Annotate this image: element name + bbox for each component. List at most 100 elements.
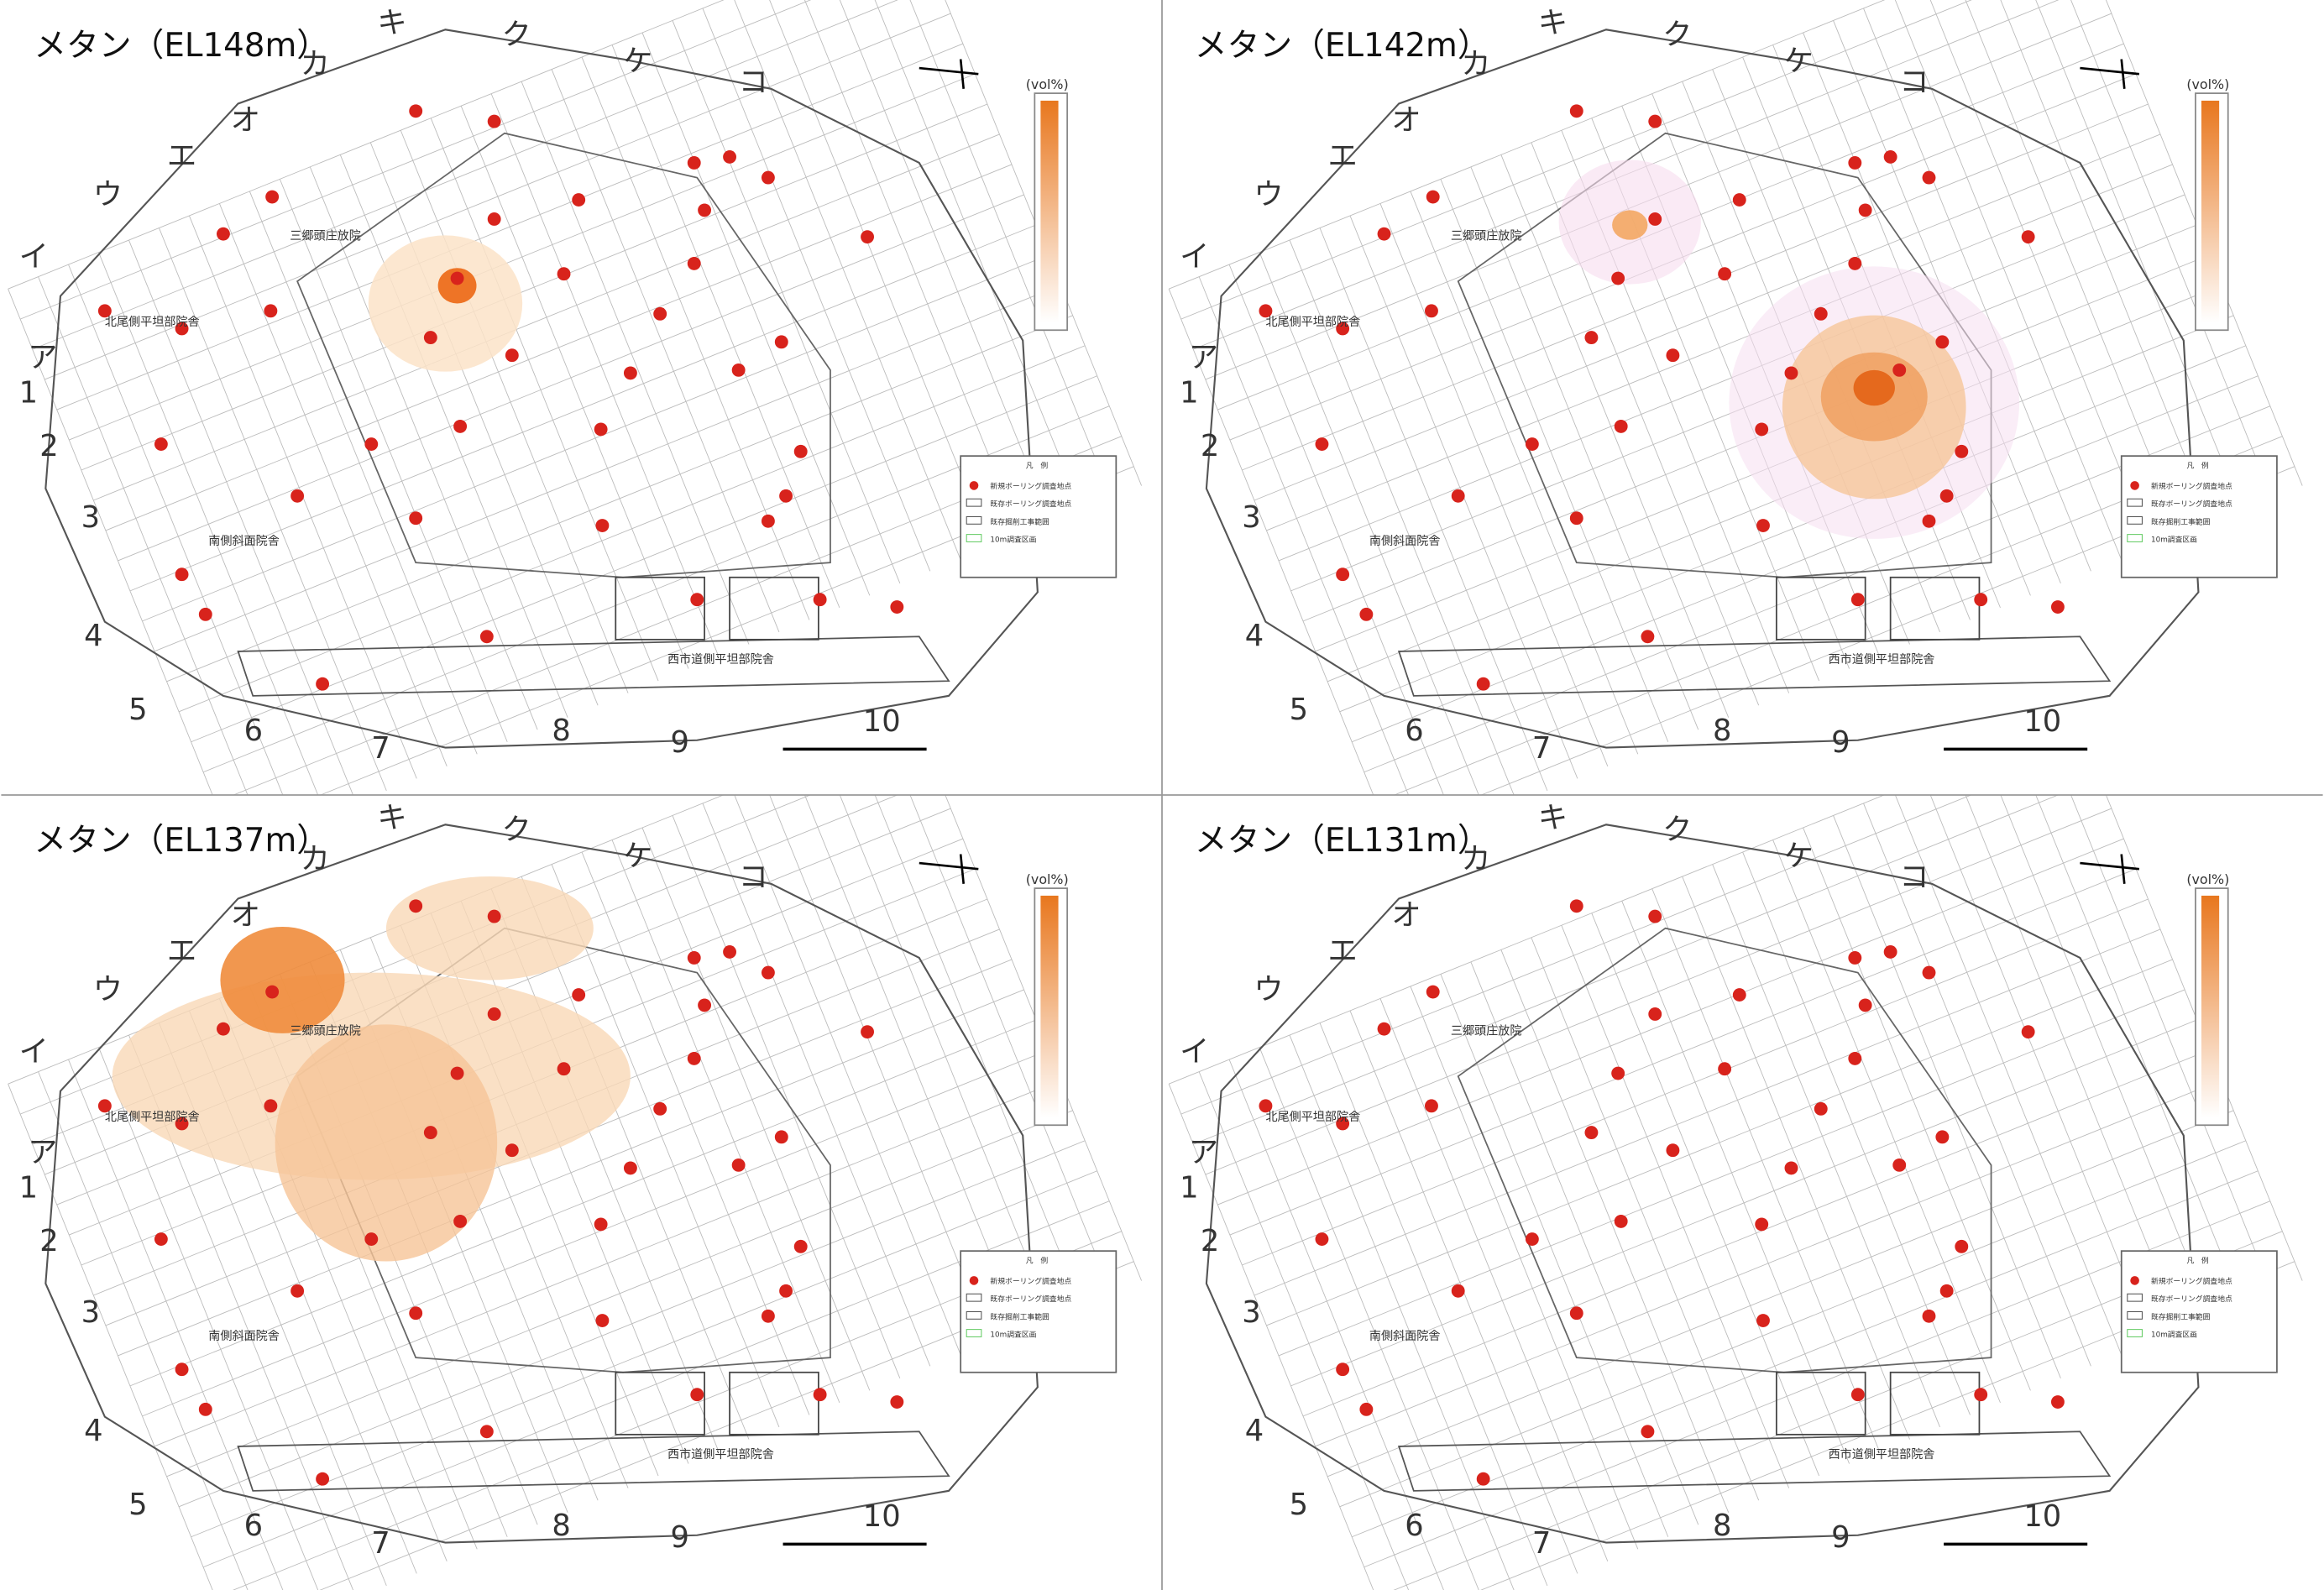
grid-number: 9 — [671, 725, 689, 760]
boring-point — [290, 489, 305, 503]
boring-point — [1922, 170, 1936, 185]
building — [729, 576, 819, 641]
building — [1889, 576, 1981, 641]
colorbar-unit: (vol%) — [1026, 76, 1069, 92]
site-label: 三郷頭庄放院 — [290, 1024, 361, 1038]
boring-point — [1425, 304, 1438, 318]
boring-point — [154, 1232, 168, 1246]
boring-point — [1611, 1066, 1625, 1080]
grid-number: 10 — [2023, 1499, 2061, 1534]
grid-number: 3 — [1242, 500, 1260, 535]
boring-point — [698, 998, 712, 1012]
boring-point — [813, 1388, 827, 1402]
grid-line — [1379, 998, 1609, 1561]
grid-line — [178, 1140, 1086, 1508]
terrace-outline — [1397, 1430, 2112, 1492]
boring-point — [1425, 1099, 1438, 1113]
boring-point — [1584, 1126, 1599, 1140]
boring-point — [1922, 514, 1936, 528]
grid-number: 6 — [244, 1509, 263, 1543]
grid-line — [1242, 898, 2149, 1266]
grid-line — [68, 264, 296, 795]
panel-title: メタン（EL137m） — [34, 822, 329, 860]
panel-title: メタン（EL142m） — [1195, 27, 1490, 65]
boring-point — [2050, 600, 2065, 614]
boring-point — [290, 1284, 305, 1298]
boring-point — [265, 985, 280, 999]
map-panel: ア イ ウ エオ カ キ クケコ 12 3 4 5 6 7 8 9 10 北尾側平坦部院舎 三郷頭庄放院西市道側平… — [1162, 0, 2323, 795]
boring-point — [1525, 1232, 1539, 1246]
grid-letter: カ — [301, 47, 330, 81]
grid-line — [1893, 0, 2122, 559]
boring-point — [423, 331, 437, 345]
boring-point — [1315, 437, 1329, 451]
grid-number: 4 — [1245, 619, 1264, 653]
grid-line — [1228, 264, 1458, 795]
legend-item: 新規ボーリング調査地点 — [990, 1276, 1071, 1286]
grid-line — [823, 795, 1052, 1318]
grid-line — [1651, 888, 1880, 1452]
boring-point — [175, 1362, 189, 1377]
boring-point — [1732, 988, 1746, 1002]
site-label: 西市道側平坦部院舎 — [1829, 1447, 1935, 1462]
boring-point — [2050, 1395, 2065, 1409]
grid-line — [1954, 795, 2182, 1330]
boring-point — [1892, 1158, 1907, 1172]
concentration-area — [1853, 369, 1895, 406]
grid-number: 2 — [39, 429, 58, 463]
boring-point — [572, 193, 586, 207]
boring-point — [723, 149, 736, 164]
site-label: 西市道側平坦部院舎 — [667, 1447, 774, 1462]
legend-item: 既存ボーリング調査地点 — [990, 499, 1071, 509]
boring-point — [1848, 256, 1862, 270]
boring-point — [1756, 519, 1770, 532]
concentration-area — [437, 268, 477, 304]
grid-line — [118, 194, 1024, 562]
boring-point — [2021, 230, 2035, 244]
grid-number: 10 — [863, 704, 901, 739]
boring-point — [690, 1388, 704, 1402]
boring-point — [1614, 419, 1628, 433]
boring-point — [779, 1284, 793, 1298]
grid-line — [1302, 1049, 2210, 1417]
grid-line — [309, 166, 538, 730]
grid-line — [2044, 795, 2273, 1294]
boring-point — [1848, 156, 1862, 170]
legend-item: 既存掘削工事範囲 — [2151, 1311, 2211, 1321]
boring-point — [623, 1161, 637, 1175]
grid-letter: エ — [1328, 934, 1358, 969]
grid-line — [1339, 345, 2246, 713]
grid-line — [883, 795, 1112, 1294]
site-boundary — [296, 132, 831, 578]
boring-point — [1935, 1130, 1950, 1144]
boring-point — [1666, 348, 1680, 363]
site-label: 北尾側平坦部院舎 — [105, 1111, 200, 1124]
boring-point — [1525, 437, 1539, 451]
boring-point — [1569, 511, 1583, 526]
boring-point — [409, 899, 423, 913]
grid-line — [490, 888, 720, 1452]
grid-number: 4 — [84, 1414, 102, 1448]
boring-point — [1584, 331, 1599, 345]
boring-point — [1883, 149, 1897, 164]
grid-line — [166, 315, 1073, 683]
boring-point — [487, 212, 501, 226]
grid-line — [1319, 228, 1548, 792]
grid-number: 9 — [1831, 1520, 1850, 1555]
boring-point — [1922, 965, 1936, 980]
boring-point — [2021, 1025, 2035, 1039]
building — [1889, 1371, 1981, 1436]
grid-line — [191, 1170, 1097, 1538]
grid-letter: イ — [1180, 1034, 1209, 1069]
site-label: 三郷頭庄放院 — [1451, 229, 1522, 243]
grid-line — [793, 0, 1022, 535]
grid-letter: コ — [1899, 860, 1929, 894]
boring-point — [1359, 607, 1374, 621]
legend-item: 10m調査区画 — [990, 534, 1036, 544]
grid-number: 1 — [1180, 376, 1198, 411]
boring-point — [698, 203, 712, 217]
boring-point — [1569, 899, 1583, 913]
grid-line — [1772, 839, 2001, 1404]
legend-symbol — [2130, 481, 2139, 490]
boring-point — [793, 444, 808, 458]
